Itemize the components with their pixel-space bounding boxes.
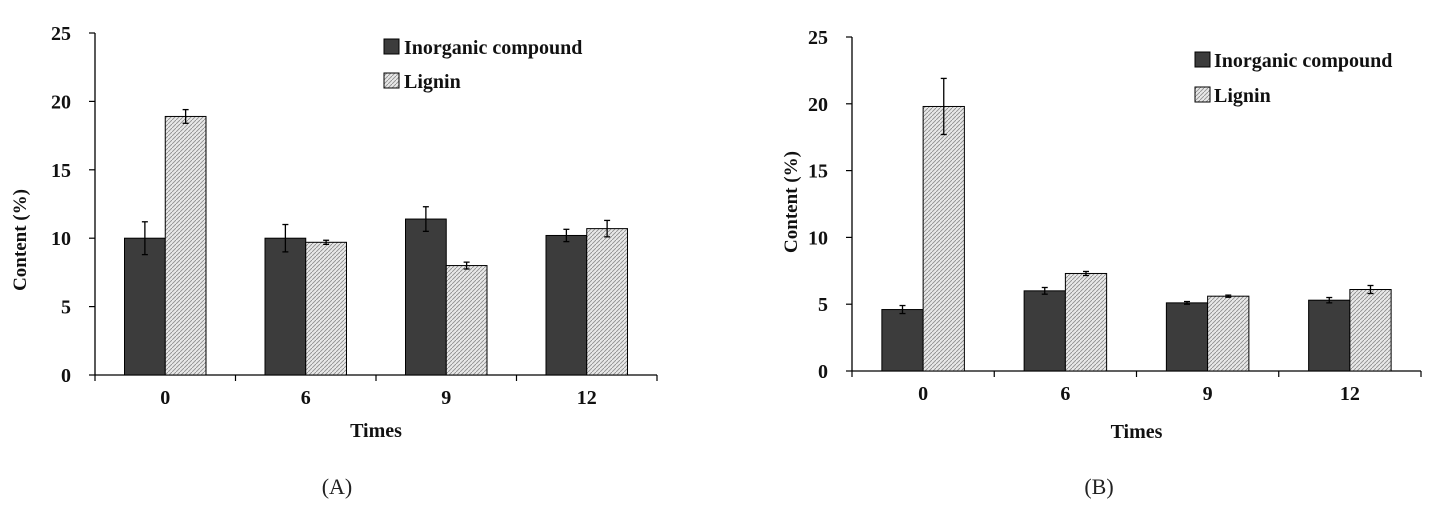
x-tick-label-b-3: 12 <box>1340 383 1360 405</box>
chart-a: 0 5 10 15 20 25 0 6 9 12 Times Content (%) Inorganic… <box>10 23 658 442</box>
bar-a-inorganic-2 <box>405 218 447 376</box>
bar-b-lignin-2 <box>1207 295 1250 372</box>
y-tick-label-b-0: 0 <box>818 361 828 383</box>
legend-label-a-1: Lignin <box>404 71 461 93</box>
bar-b-inorganic-1 <box>1023 290 1066 372</box>
y-tick-label-b-4: 20 <box>808 94 828 116</box>
bar-b-inorganic-0 <box>881 309 924 372</box>
y-tick-label-a-0: 0 <box>61 365 71 387</box>
x-axis-title-b: Times <box>1111 421 1163 443</box>
bar-a-inorganic-3 <box>545 234 588 376</box>
legend-swatch-a-1 <box>383 72 400 89</box>
x-tick-label-b-0: 0 <box>918 383 928 405</box>
x-tick-label-b-1: 6 <box>1060 383 1070 405</box>
legend-swatch-a-0 <box>383 38 400 55</box>
legend-label-b-1: Lignin <box>1214 85 1271 107</box>
y-tick-label-b-5: 25 <box>808 27 828 49</box>
x-tick-label-a-2: 9 <box>441 387 451 409</box>
y-tick-label-a-1: 5 <box>61 297 71 319</box>
legend-label-b-0: Inorganic compound <box>1214 50 1392 72</box>
chart-b: 0 5 10 15 20 25 0 6 9 12 Times Content (%) Inorganic… <box>781 27 1422 443</box>
y-axis-title-a: Content (%) <box>10 189 31 291</box>
legend-label-a-0: Inorganic compound <box>404 37 582 59</box>
bar-b-inorganic-2 <box>1165 302 1209 372</box>
y-tick-label-b-2: 10 <box>808 227 828 249</box>
bar-b-inorganic-3 <box>1308 299 1351 372</box>
y-tick-label-a-5: 25 <box>51 23 71 45</box>
y-tick-label-a-2: 10 <box>51 228 71 250</box>
bar-a-lignin-2 <box>445 265 488 376</box>
legend-swatch-b-0 <box>1194 51 1211 68</box>
x-tick-label-a-1: 6 <box>301 387 311 409</box>
x-tick-label-a-3: 12 <box>577 387 597 409</box>
bar-a-lignin-1 <box>305 241 347 376</box>
bar-b-lignin-3 <box>1349 289 1392 372</box>
bar-b-lignin-1 <box>1064 272 1108 372</box>
x-tick-label-a-0: 0 <box>160 387 170 409</box>
y-tick-label-b-1: 5 <box>818 294 828 316</box>
y-tick-label-a-4: 20 <box>51 91 71 113</box>
y-tick-label-b-3: 15 <box>808 161 828 183</box>
panel-label-b: (B) <box>1084 474 1113 499</box>
x-axis-title-a: Times <box>350 420 402 442</box>
bar-b-lignin-0 <box>922 105 965 372</box>
bar-a-lignin-0 <box>164 115 207 376</box>
y-axis-title-b: Content (%) <box>781 151 802 253</box>
bar-a-lignin-3 <box>586 228 628 376</box>
y-tick-label-a-3: 15 <box>51 160 71 182</box>
legend-swatch-b-1 <box>1194 86 1211 103</box>
bar-a-inorganic-0 <box>124 237 166 376</box>
x-tick-label-b-2: 9 <box>1203 383 1213 405</box>
panel-label-a: (A) <box>322 474 353 499</box>
bar-a-inorganic-1 <box>264 237 307 376</box>
